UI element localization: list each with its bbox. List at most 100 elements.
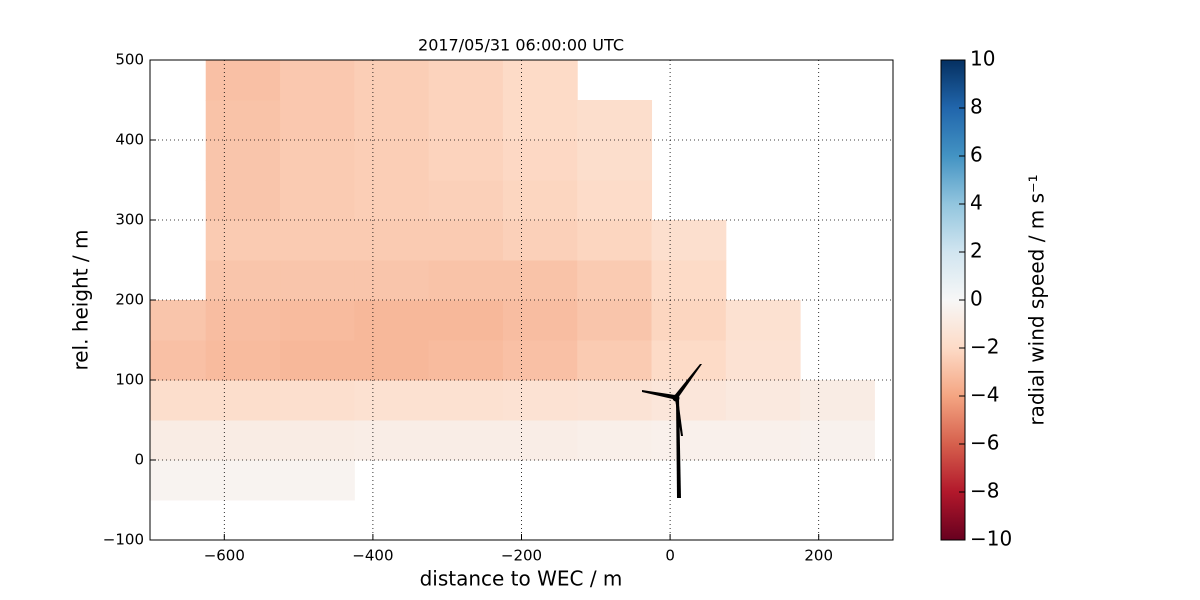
data-point xyxy=(428,260,504,301)
data-point xyxy=(577,340,653,381)
colorbar-tick-label: −2 xyxy=(970,335,999,359)
x-tick-label: −600 xyxy=(204,547,245,565)
data-point xyxy=(428,180,504,221)
colorbar-tick-label: 2 xyxy=(970,239,983,263)
data-point xyxy=(577,220,653,261)
data-point xyxy=(205,140,281,181)
data-point xyxy=(205,260,281,301)
data-point xyxy=(280,220,355,261)
data-point xyxy=(428,300,504,341)
data-point xyxy=(150,420,207,461)
data-point xyxy=(150,340,207,381)
data-point xyxy=(428,420,504,461)
data-point xyxy=(725,420,801,461)
colorbar-tick-label: 10 xyxy=(970,47,995,71)
y-tick-label: 400 xyxy=(115,131,144,149)
data-point xyxy=(354,140,430,181)
data-point xyxy=(428,340,504,381)
x-tick-label: −200 xyxy=(501,547,542,565)
data-point xyxy=(205,380,281,421)
data-point xyxy=(502,420,578,461)
y-tick-label: 100 xyxy=(115,371,144,389)
x-tick-label: −400 xyxy=(352,547,393,565)
data-point xyxy=(280,60,355,101)
data-point xyxy=(354,220,430,261)
chart-title: 2017/05/31 06:00:00 UTC xyxy=(418,36,624,55)
data-point xyxy=(502,140,578,181)
scatter-layer xyxy=(150,60,875,501)
data-point xyxy=(725,340,801,381)
data-point xyxy=(205,420,281,461)
data-point xyxy=(577,300,653,341)
data-point xyxy=(280,300,355,341)
y-axis-label: rel. height / m xyxy=(69,229,93,370)
colorbar-tick-label: −4 xyxy=(970,383,999,407)
data-point xyxy=(725,300,801,341)
data-point xyxy=(280,260,355,301)
data-point xyxy=(577,420,653,461)
data-point xyxy=(280,100,355,141)
data-point xyxy=(502,340,578,381)
y-tick-label: 500 xyxy=(115,51,144,69)
data-point xyxy=(502,260,578,301)
data-point xyxy=(205,180,281,221)
data-point xyxy=(428,100,504,141)
y-tick-label: 200 xyxy=(115,291,144,309)
data-point xyxy=(280,140,355,181)
data-point xyxy=(502,220,578,261)
y-tick-label: 0 xyxy=(134,451,144,469)
colorbar-tick-label: −10 xyxy=(970,527,1012,551)
data-point xyxy=(280,460,355,501)
data-point xyxy=(280,420,355,461)
data-point xyxy=(577,260,653,301)
y-tick-label: −100 xyxy=(103,531,144,549)
data-point xyxy=(354,100,430,141)
data-point xyxy=(205,300,281,341)
data-point xyxy=(428,220,504,261)
data-point xyxy=(354,180,430,221)
x-axis-label: distance to WEC / m xyxy=(420,567,623,591)
data-point xyxy=(577,100,653,141)
data-point xyxy=(577,180,653,221)
data-point xyxy=(502,60,578,101)
data-point xyxy=(428,60,504,101)
data-point xyxy=(502,180,578,221)
data-point xyxy=(651,380,727,421)
data-point xyxy=(651,300,727,341)
colorbar-tick-label: −8 xyxy=(970,479,999,503)
data-point xyxy=(280,180,355,221)
data-point xyxy=(280,380,355,421)
data-point xyxy=(800,380,875,421)
data-point xyxy=(354,340,430,381)
colorbar-label: radial wind speed / m s⁻¹ xyxy=(1025,174,1049,425)
data-point xyxy=(354,380,430,421)
data-point xyxy=(577,140,653,181)
data-point xyxy=(651,340,727,381)
data-point xyxy=(428,380,504,421)
data-point xyxy=(502,300,578,341)
data-point xyxy=(354,260,430,301)
data-point xyxy=(150,460,207,501)
data-point xyxy=(502,100,578,141)
data-point xyxy=(354,60,430,101)
data-point xyxy=(651,420,727,461)
data-point xyxy=(651,220,727,261)
y-tick-label: 300 xyxy=(115,211,144,229)
data-point xyxy=(725,380,801,421)
data-point xyxy=(354,300,430,341)
x-tick-label: 0 xyxy=(665,547,675,565)
colorbar-tick-label: 6 xyxy=(970,143,983,167)
data-point xyxy=(354,420,430,461)
data-point xyxy=(150,380,207,421)
data-point xyxy=(205,460,281,501)
data-point xyxy=(205,100,281,141)
colorbar-tick-label: 4 xyxy=(970,191,983,215)
data-point xyxy=(205,340,281,381)
colorbar-tick-label: −6 xyxy=(970,431,999,455)
data-point xyxy=(651,260,727,301)
data-point xyxy=(577,380,653,421)
wind-turbine xyxy=(642,364,702,498)
data-point xyxy=(205,60,281,101)
data-point xyxy=(280,340,355,381)
